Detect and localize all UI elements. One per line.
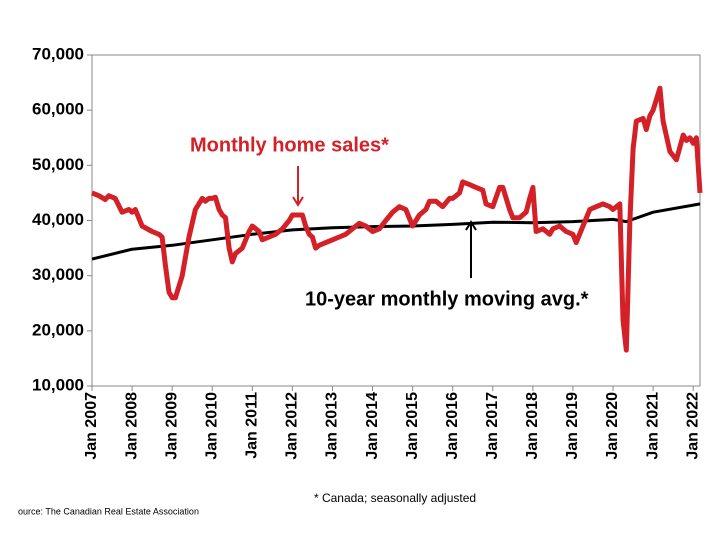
x-tick-label: Jan 2013 — [324, 392, 341, 460]
x-tick-label: Jan 2010 — [203, 392, 220, 460]
x-tick-label: Jan 2017 — [484, 392, 501, 460]
x-tick-label: Jan 2020 — [604, 392, 621, 460]
y-tick-label: 50,000 — [32, 155, 84, 174]
arrow-head — [465, 220, 477, 231]
y-tick-label: 60,000 — [32, 100, 84, 119]
x-tick-label: Jan 2014 — [364, 392, 381, 460]
y-tick-label: 20,000 — [32, 320, 84, 339]
arrow-head — [292, 196, 304, 207]
annotation: Monthly home sales* — [190, 134, 389, 156]
x-tick-label: Jan 2008 — [123, 392, 140, 460]
x-tick-label: Jan 2012 — [284, 392, 301, 460]
x-tick-label: Jan 2016 — [444, 392, 461, 460]
x-tick-label: Jan 2019 — [564, 392, 581, 460]
annotation: 10-year monthly moving avg.* — [305, 288, 589, 310]
y-tick-label: 70,000 — [32, 44, 84, 63]
x-tick-label: Jan 2015 — [404, 392, 421, 460]
y-tick-label: 30,000 — [32, 265, 84, 284]
x-tick-label: Jan 2018 — [524, 392, 541, 460]
x-tick-label: Jan 2011 — [244, 392, 261, 459]
footnote: * Canada; seasonally adjusted — [314, 491, 476, 505]
series-line — [91, 85, 703, 353]
y-tick-label: 40,000 — [32, 210, 84, 229]
x-tick-label: Jan 2021 — [644, 392, 661, 460]
x-tick-label: Jan 2007 — [83, 392, 100, 460]
y-tick-label: 10,000 — [32, 375, 84, 394]
x-tick-label: Jan 2009 — [163, 392, 180, 460]
source: ource: The Canadian Real Estate Associat… — [18, 506, 199, 516]
x-tick-label: Jan 2022 — [684, 392, 701, 460]
